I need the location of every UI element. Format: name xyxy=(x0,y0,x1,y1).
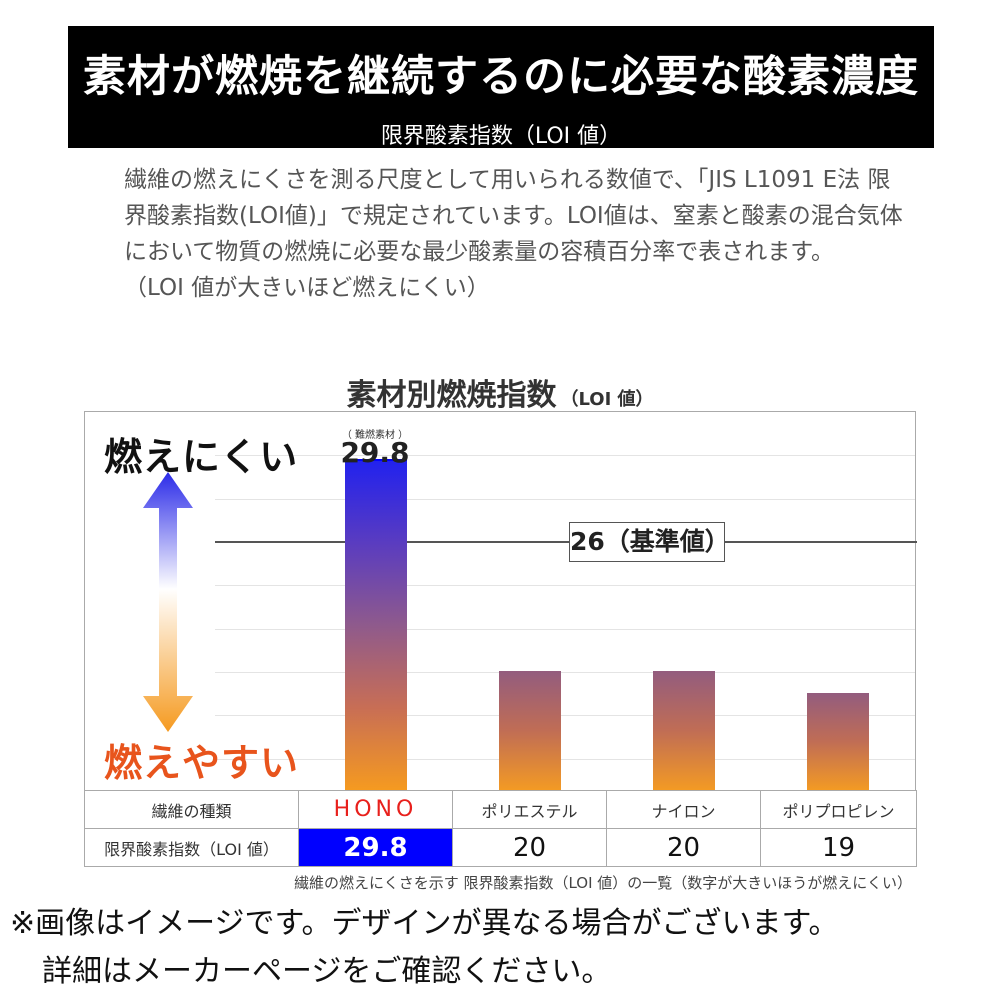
axis-top-label: 燃えにくい xyxy=(104,435,299,479)
fiber-name-polypropylene: ポリプロピレン xyxy=(760,790,917,829)
gridline xyxy=(215,671,915,673)
reference-line xyxy=(215,540,917,543)
fiber-name-polyester: ポリエステル xyxy=(452,790,607,829)
row-loi-header: 限界酸素指数（LOI 値） xyxy=(84,828,299,867)
gridline xyxy=(215,498,915,500)
notice-line-2: 詳細はメーカーページをご確認ください。 xyxy=(42,954,612,989)
description-line: （LOI 値が大きいほど燃えにくい） xyxy=(124,275,490,301)
table-row-loi: 限界酸素指数（LOI 値） 29.8 20 20 19 xyxy=(84,828,917,867)
loi-value-hono: 29.8 xyxy=(298,828,453,867)
gridline xyxy=(215,455,915,457)
loi-value-polyester: 20 xyxy=(452,828,607,867)
bar-4 xyxy=(807,692,869,790)
bar-2 xyxy=(499,670,561,790)
table-row-names: 繊維の種類 HONO ポリエステル ナイロン ポリプロピレン xyxy=(84,790,917,829)
header-subtitle: 限界酸素指数（LOI 値） xyxy=(380,124,622,149)
header-band: 素材が燃焼を継続するのに必要な酸素濃度 限界酸素指数（LOI 値） xyxy=(68,26,934,149)
loi-value-nylon: 20 xyxy=(606,828,761,867)
bar-small-label: （ 難燃素材 ） xyxy=(341,430,409,441)
chart-title: 素材別燃焼指数 xyxy=(346,378,557,413)
description-line: 繊維の燃えにくさを測る尺度として用いられる数値で、「JIS L1091 E法 限 xyxy=(124,167,891,193)
gridline xyxy=(215,585,915,587)
bar-value-label: 29.8 xyxy=(340,436,410,469)
plot-area: 26（基準値） xyxy=(84,411,917,790)
chart-title-wrap: 素材別燃焼指数 （LOI 値） xyxy=(0,370,1000,414)
bar-3 xyxy=(653,670,715,790)
gridline xyxy=(215,715,915,717)
gridline xyxy=(215,628,915,630)
fiber-name-hono: HONO xyxy=(298,790,453,829)
double-arrow-icon xyxy=(143,472,193,732)
row-name-header: 繊維の種類 xyxy=(84,790,299,829)
description-line: 界酸素指数(LOI値)」で規定されています。LOI値は、窒素と酸素の混合気体 xyxy=(124,203,903,229)
gridline xyxy=(215,758,915,760)
axis-bottom-label: 燃えやすい xyxy=(104,741,300,785)
fiber-name-nylon: ナイロン xyxy=(606,790,761,829)
description: 繊維の燃えにくさを測る尺度として用いられる数値で、「JIS L1091 E法 限… xyxy=(124,162,903,306)
table-caption: 繊維の燃えにくさを示す 限界酸素指数（LOI 値）の一覧（数字が大きいほうが燃え… xyxy=(294,874,912,892)
chart-title-unit: （LOI 値） xyxy=(560,389,654,410)
reference-label: 26（基準値） xyxy=(569,521,730,562)
notice: ※画像はイメージです。デザインが異なる場合がございます。 詳細はメーカーページを… xyxy=(10,900,995,996)
bar-1 xyxy=(345,458,407,790)
description-line: において物質の燃焼に必要な最少酸素量の容積百分率で表されます。 xyxy=(124,239,835,265)
notice-line-1: ※画像はイメージです。デザインが異なる場合がございます。 xyxy=(10,906,839,941)
header-title: 素材が燃焼を継続するのに必要な酸素濃度 xyxy=(83,52,919,102)
data-table: 繊維の種類 HONO ポリエステル ナイロン ポリプロピレン 限界酸素指数（LO… xyxy=(84,790,917,867)
loi-value-polypropylene: 19 xyxy=(760,828,917,867)
